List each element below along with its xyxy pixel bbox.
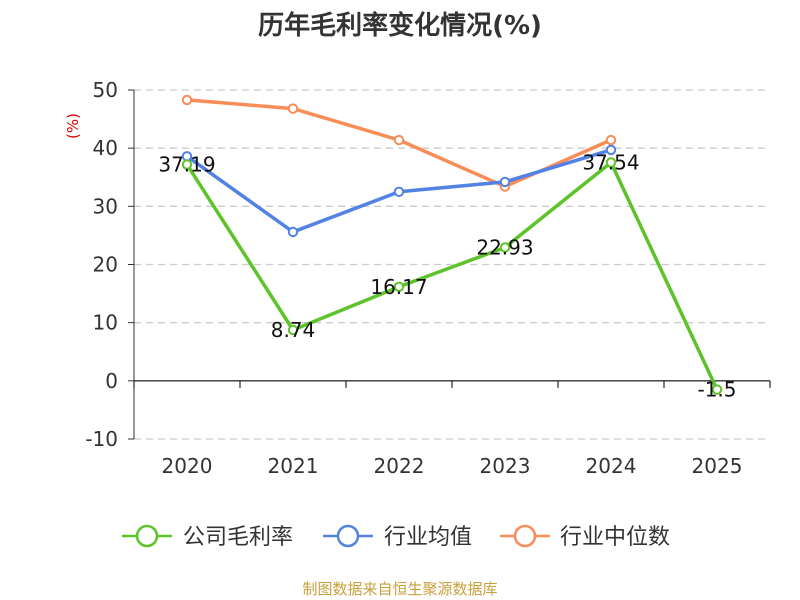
data-point [605, 134, 617, 146]
data-point [287, 324, 299, 336]
y-tick-label: 0 [105, 369, 118, 393]
x-tick-label: 2020 [162, 454, 213, 478]
data-point [393, 134, 405, 146]
data-label-layer: 37.19 8.74 16.17 22.93 37.54 -1.5 [158, 150, 736, 401]
data-point [499, 176, 511, 188]
data-label: 22.93 [476, 235, 533, 259]
x-tick-label: 2023 [480, 454, 531, 478]
grid-layer [134, 89, 770, 440]
data-point [287, 226, 299, 238]
x-tick-label: 2025 [692, 454, 743, 478]
data-point [287, 103, 299, 114]
data-point [605, 157, 617, 168]
y-tick-label: 10 [93, 311, 118, 335]
legend-item[interactable]: 行业均值 [323, 524, 472, 550]
y-tick-label: 30 [93, 194, 118, 218]
legend[interactable]: 公司毛利率 行业均值 行业中位数 [122, 524, 670, 550]
series-layer [181, 94, 723, 395]
data-label: 16.17 [370, 275, 427, 299]
data-label: 8.74 [271, 318, 316, 342]
legend-label: 行业均值 [384, 525, 472, 550]
y-tick-label: -10 [85, 427, 118, 451]
data-label: -1.5 [697, 378, 736, 402]
x-tick-label: 2021 [268, 454, 319, 478]
legend-item[interactable]: 行业中位数 [500, 524, 670, 550]
x-tick-label: 2022 [374, 454, 425, 478]
legend-label: 公司毛利率 [183, 525, 293, 550]
data-point [711, 384, 723, 395]
legend-item[interactable]: 公司毛利率 [122, 524, 293, 550]
chart-title: 历年毛利率变化情况(%) [258, 10, 542, 41]
data-point [605, 144, 617, 156]
data-point [181, 94, 193, 106]
data-point [393, 281, 405, 292]
data-label: 37.19 [158, 153, 215, 177]
y-tick-label: 20 [93, 253, 118, 277]
y-tick-label: 50 [93, 78, 118, 102]
y-axis-label: (%) [64, 113, 82, 139]
series-line [185, 160, 719, 392]
legend-marker [336, 524, 360, 548]
y-tick-label: 40 [93, 136, 118, 160]
data-point [181, 159, 193, 170]
axis-layer: -10 0 10 20 30 40 50 2020 2021 2022 2023 2024 2025 [85, 78, 771, 478]
legend-label: 行业中位数 [560, 525, 670, 550]
legend-marker [513, 524, 537, 548]
data-label: 37.54 [582, 150, 639, 174]
source-note: 制图数据来自恒生聚源数据库 [302, 580, 497, 598]
data-point [499, 242, 511, 253]
x-tick-label: 2024 [586, 454, 637, 478]
legend-marker [135, 524, 159, 548]
data-point [393, 186, 405, 197]
